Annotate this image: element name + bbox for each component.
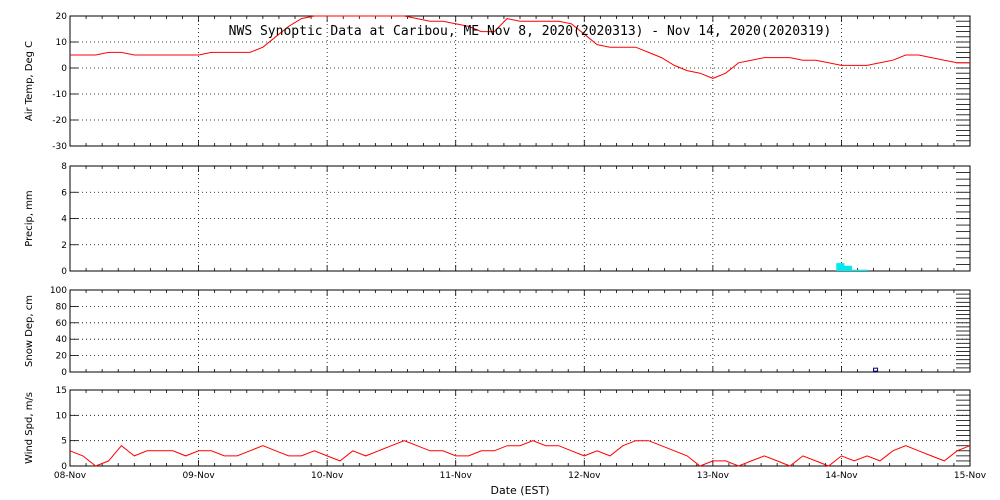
- x-tick-label: 14-Nov: [825, 471, 858, 481]
- x-tick-label: 10-Nov: [311, 471, 344, 481]
- x-tick-label: 11-Nov: [440, 471, 473, 481]
- panel-frame: [69, 289, 971, 373]
- y-tick-label: 4: [61, 215, 67, 225]
- y-tick-label: 0: [61, 368, 67, 378]
- y-tick-label: 10: [56, 411, 68, 421]
- y-tick-label: 20: [56, 12, 68, 22]
- precip-bar: [851, 269, 860, 271]
- precip-bar: [844, 265, 853, 271]
- precip-bar: [836, 263, 845, 271]
- y-tick-label: 0: [61, 64, 67, 74]
- snow-depth-mark: [873, 367, 879, 372]
- y-tick-label: 100: [50, 286, 67, 296]
- y-tick-label: 20: [56, 352, 68, 362]
- chart-title: NWS Synoptic Data at Caribou, ME Nov 8, …: [229, 24, 832, 39]
- wind-speed-line: [69, 440, 971, 467]
- y-tick-label: -10: [52, 90, 67, 100]
- y-tick-label: 10: [56, 38, 68, 48]
- x-tick-label: 15-Nov: [954, 471, 987, 481]
- y-tick-label: 80: [56, 302, 68, 312]
- y-tick-label: 15: [56, 386, 67, 396]
- y-tick-label: 2: [61, 241, 67, 251]
- x-tick-label: 13-Nov: [697, 471, 730, 481]
- y-tick-label: 0: [61, 462, 67, 472]
- y-tick-label: 8: [61, 162, 67, 172]
- y-axis-label: Precip, mm: [24, 190, 35, 246]
- x-tick-label: 08-Nov: [54, 471, 87, 481]
- panel-frame: [69, 389, 971, 467]
- y-tick-label: 60: [56, 319, 68, 329]
- y-tick-label: 40: [56, 335, 68, 345]
- y-tick-label: -30: [52, 142, 67, 152]
- air-temp-line: [70, 15, 970, 79]
- y-axis-label: Snow Dep, cm: [24, 295, 35, 367]
- x-axis-label: Date (EST): [490, 484, 549, 497]
- y-tick-label: 0: [61, 267, 67, 277]
- y-tick-label: 6: [61, 188, 67, 198]
- y-tick-label: -20: [52, 116, 67, 126]
- y-axis-label: Wind Spd, m/s: [24, 392, 35, 464]
- x-tick-label: 12-Nov: [568, 471, 601, 481]
- precip-bar: [859, 269, 868, 271]
- y-axis-label: Air Temp, Deg C: [24, 41, 35, 121]
- y-tick-label: 5: [61, 437, 67, 447]
- x-tick-label: 09-Nov: [182, 471, 215, 481]
